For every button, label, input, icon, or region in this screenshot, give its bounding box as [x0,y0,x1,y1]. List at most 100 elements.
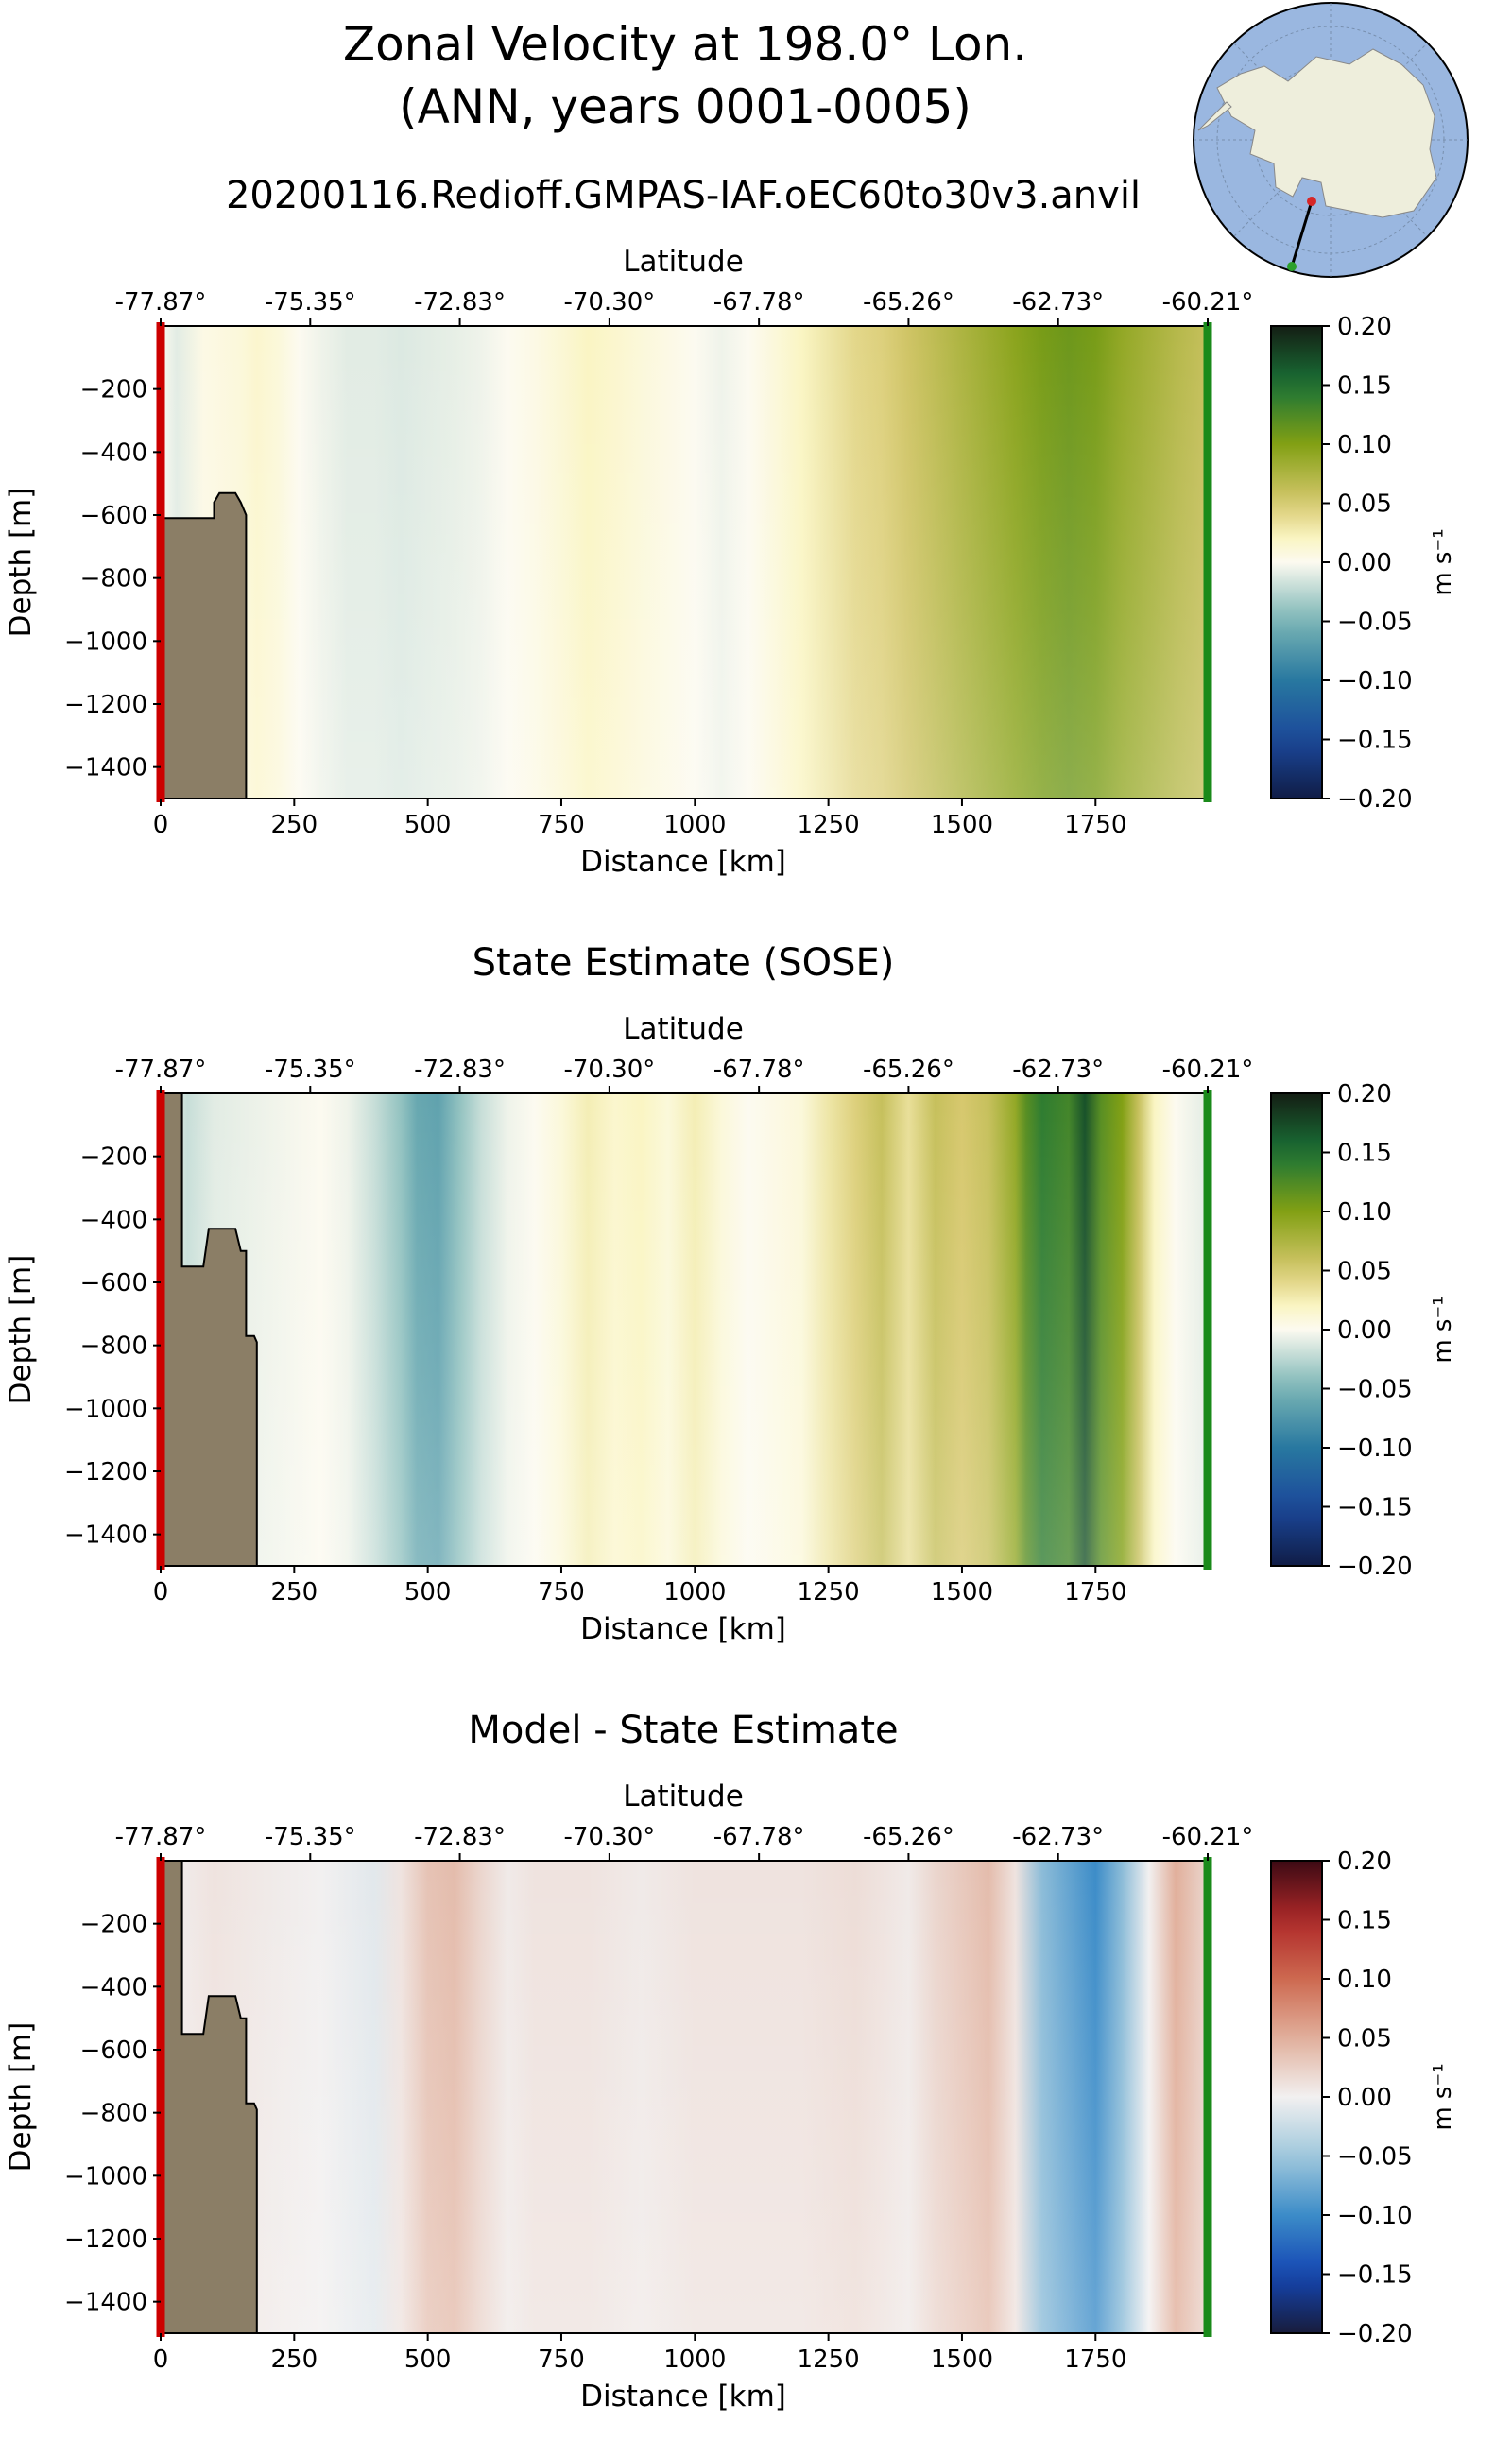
latitude-tick-label: -75.35° [265,288,356,317]
x-tick-label: 250 [271,1578,318,1606]
x-axis-label: Distance [km] [580,1612,786,1646]
colorbar-tick-label: −0.05 [1337,1376,1413,1404]
latitude-tick-label: -75.35° [265,1823,356,1851]
latitude-tick-label: -72.83° [414,1823,506,1851]
latitude-tick-label: -60.21° [1162,1056,1254,1084]
x-tick-label: 0 [153,811,169,839]
y-tick-label: −200 [80,376,147,404]
y-tick-label: −1000 [64,1395,147,1423]
inset-map [1193,2,1469,278]
colorbar-tick-label: −0.20 [1337,2320,1413,2348]
y-tick-label: −1200 [64,691,147,719]
y-tick-label: −800 [80,565,147,593]
y-tick-label: −800 [80,2100,147,2128]
y-tick-label: −800 [80,1332,147,1361]
colorbar-tick-label: 0.05 [1337,1258,1392,1286]
y-tick-label: −1400 [64,1521,147,1550]
latitude-tick-label: -60.21° [1162,1823,1254,1851]
figure-title-line2: (ANN, years 0001-0005) [399,79,971,134]
x-tick-label: 0 [153,2345,169,2374]
colorbar-tick-label: 0.20 [1337,1847,1392,1876]
latitude-tick-label: -72.83° [414,1056,506,1084]
colorbar-label: m s⁻¹ [1429,528,1457,595]
y-tick-label: −200 [80,1911,147,1939]
colorbar [1270,325,1323,799]
colorbar-tick-label: 0.20 [1337,313,1392,341]
panel-1: 20200116.Redioff.GMPAS-IAF.oEC60to30v3.a… [4,174,1457,879]
colorbar-tick-label: 0.05 [1337,2025,1392,2053]
colorbar-tick-label: 0.15 [1337,1140,1392,1168]
x-tick-label: 500 [404,2345,452,2374]
y-axis-label: Depth [m] [4,1255,38,1405]
latitude-tick-label: -65.26° [863,288,954,317]
panel-3: Model - State Estimate 0 250 500 750 1000 1250… [4,1709,1457,2414]
latitude-tick-label: -72.83° [414,288,506,317]
x-tick-label: 1750 [1064,811,1126,839]
seafloor-land [160,1092,258,1567]
x-axis-label: Distance [km] [580,2380,786,2414]
colorbar-tick-label: 0.00 [1337,1316,1392,1345]
latitude-tick-label: -70.30° [563,1056,655,1084]
x-tick-label: 750 [538,811,585,839]
y-tick-label: −1400 [64,2289,147,2317]
latitude-tick-label: -67.78° [713,288,805,317]
y-axis-label: Depth [m] [4,2022,38,2173]
colorbar-tick-label: −0.05 [1337,609,1413,637]
seafloor-land [160,491,248,799]
section-line [1290,200,1314,267]
colorbar-tick-label: 0.00 [1337,549,1392,577]
x-tick-label: 1250 [798,2345,860,2374]
colorbar-tick-label: −0.10 [1337,1435,1413,1463]
latitude-axis-label: Latitude [623,1779,744,1813]
x-tick-label: 1750 [1064,1578,1126,1606]
colorbar-tick-label: −0.15 [1337,1494,1413,1522]
colorbar-label: m s⁻¹ [1429,1296,1457,1363]
colorbar-tick-label: −0.15 [1337,2261,1413,2290]
y-tick-label: −1200 [64,2225,147,2254]
panel-title: 20200116.Redioff.GMPAS-IAF.oEC60to30v3.a… [226,174,1141,217]
x-tick-label: 750 [538,1578,585,1606]
colorbar-tick-label: 0.20 [1337,1080,1392,1108]
colorbar [1270,1092,1323,1567]
panel-2: State Estimate (SOSE) 0 250 500 750 1000 1250 1… [4,941,1457,1646]
x-tick-label: 0 [153,1578,169,1606]
colorbar-tick-label: −0.20 [1337,1553,1413,1581]
latitude-tick-label: -65.26° [863,1056,954,1084]
y-tick-label: −1400 [64,754,147,782]
x-tick-label: 500 [404,1578,452,1606]
x-tick-label: 1250 [798,1578,860,1606]
colorbar-tick-label: 0.10 [1337,1198,1392,1227]
y-tick-label: −1000 [64,627,147,656]
latitude-tick-label: -62.73° [1012,288,1104,317]
y-tick-label: −200 [80,1143,147,1172]
latitude-tick-label: -60.21° [1162,288,1254,317]
figure-title-line1: Zonal Velocity at 198.0° Lon. [342,17,1028,72]
y-tick-label: −400 [80,1973,147,2002]
section-start-dot [1307,197,1316,206]
latitude-tick-label: -70.30° [563,288,655,317]
x-tick-label: 1500 [931,2345,993,2374]
y-tick-label: −600 [80,2036,147,2065]
x-axis-label: Distance [km] [580,845,786,879]
y-tick-label: −600 [80,502,147,530]
x-tick-label: 1750 [1064,2345,1126,2374]
antarctica-continent-icon [1216,48,1437,218]
depth-shading [161,1093,1208,1566]
y-tick-label: −400 [80,438,147,467]
latitude-axis-label: Latitude [623,1012,744,1046]
x-tick-label: 1500 [931,811,993,839]
latitude-tick-label: -67.78° [713,1056,805,1084]
colorbar-tick-label: 0.10 [1337,431,1392,459]
panel-title: State Estimate (SOSE) [472,941,895,985]
x-tick-label: 1500 [931,1578,993,1606]
y-tick-label: −400 [80,1206,147,1234]
latitude-tick-label: -70.30° [563,1823,655,1851]
seafloor-land [160,1860,258,2334]
colorbar-tick-label: 0.05 [1337,490,1392,519]
x-tick-label: 500 [404,811,452,839]
depth-shading [161,1861,1208,2333]
panel-title: Model - State Estimate [468,1709,898,1752]
y-tick-label: −1200 [64,1458,147,1486]
colorbar-tick-label: −0.05 [1337,2143,1413,2172]
colorbar-tick-label: 0.15 [1337,1907,1392,1935]
